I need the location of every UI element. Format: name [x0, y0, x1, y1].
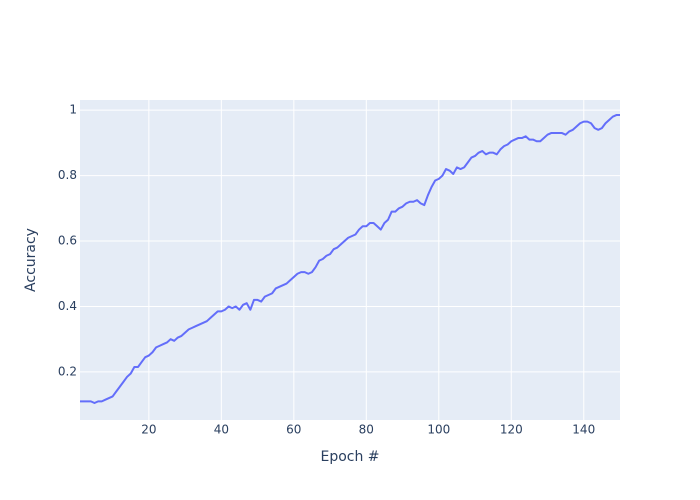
- y-tick-label: 0.8: [58, 168, 77, 182]
- y-tick-label: 1: [69, 103, 77, 117]
- plot-area: [80, 100, 620, 420]
- x-tick-label: 60: [286, 423, 301, 437]
- x-axis-title: Epoch #: [320, 449, 379, 465]
- x-tick-label: 100: [427, 423, 450, 437]
- x-tick-label: 120: [500, 423, 523, 437]
- data-line: [80, 114, 620, 404]
- x-tick-label: 40: [214, 423, 229, 437]
- y-tick-label: 0.2: [58, 364, 77, 378]
- y-tick-label: 0.4: [58, 299, 77, 313]
- x-tick-label: 80: [359, 423, 374, 437]
- x-tick-label: 140: [572, 423, 595, 437]
- x-tick-label: 20: [141, 423, 156, 437]
- y-axis-title: Accuracy: [23, 228, 39, 292]
- y-tick-label: 0.6: [58, 234, 77, 248]
